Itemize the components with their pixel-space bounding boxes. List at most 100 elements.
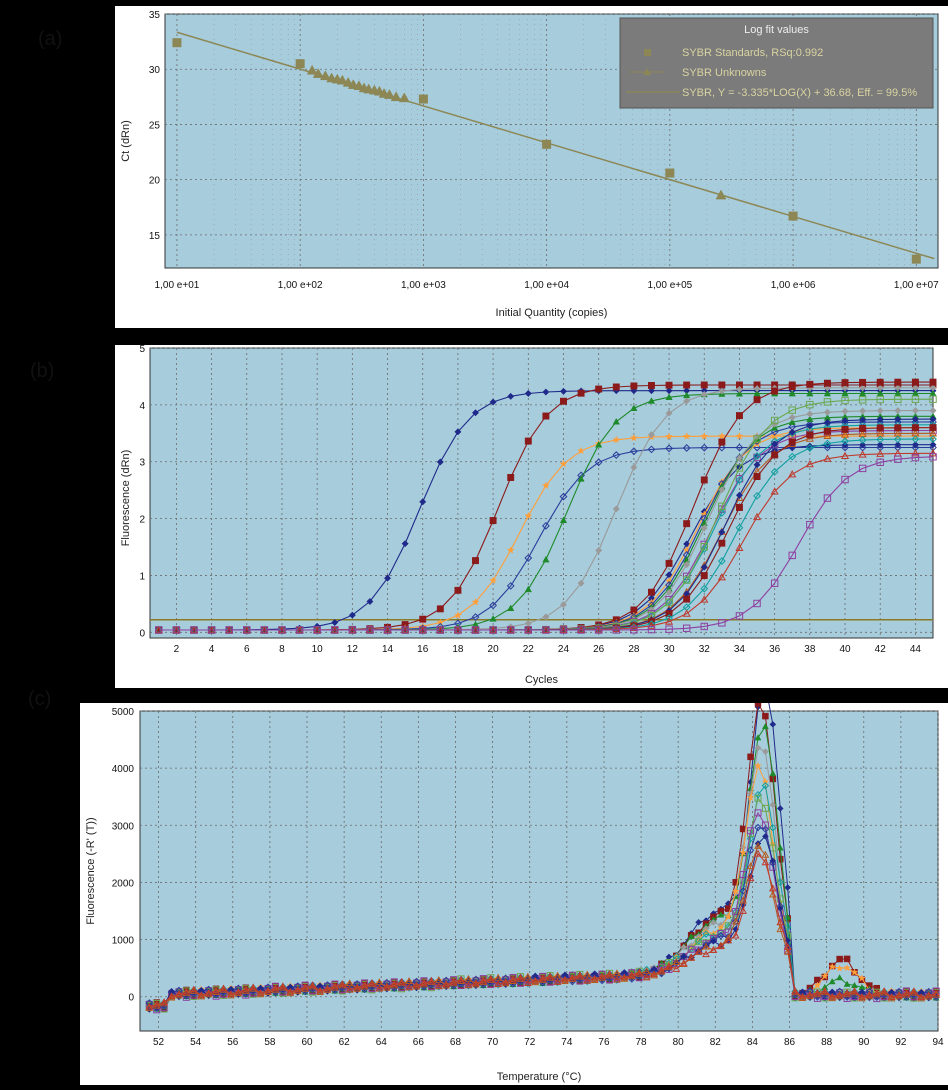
legend-entry: SYBR Standards, RSq:0.992 [682, 47, 823, 59]
curve-point [770, 487, 779, 495]
curve-point [152, 1000, 161, 1008]
curve-point [806, 415, 814, 422]
curve-point [642, 973, 651, 981]
curve-point [776, 844, 784, 851]
curve-point [695, 918, 702, 926]
curve-point [718, 619, 726, 627]
x-tick-label: 86 [784, 1037, 796, 1048]
curve-point [383, 626, 392, 634]
curve-point [453, 611, 463, 619]
curve-point [717, 942, 725, 950]
curve-point [501, 979, 510, 987]
curve-point [612, 435, 621, 444]
curve-point [160, 999, 168, 1007]
curve-point [323, 985, 332, 993]
x-tick-label: 26 [593, 644, 605, 655]
curve-point [561, 977, 569, 985]
standard-point [911, 254, 921, 264]
curve-point [683, 520, 691, 528]
x-tick-label: 58 [264, 1037, 276, 1048]
curve-point [682, 432, 691, 440]
curve-point [762, 832, 769, 840]
y-tick-label: 1000 [112, 936, 135, 947]
curve-point [577, 389, 585, 397]
curve-point [823, 439, 832, 448]
curve-point [841, 384, 849, 392]
curve-point [682, 609, 691, 617]
curve-point [841, 475, 849, 484]
curve-point [682, 624, 691, 632]
curve-point [735, 443, 744, 452]
curve-point [770, 416, 779, 425]
curve-point [746, 874, 755, 882]
unknown-point [319, 70, 331, 81]
curve-point [264, 986, 272, 994]
curve-point [316, 986, 324, 994]
curve-point [911, 378, 919, 386]
curve-point [434, 982, 443, 990]
curve-point [841, 443, 849, 452]
curve-point [806, 410, 814, 418]
x-tick-label: 34 [734, 644, 746, 655]
x-tick-label: 76 [598, 1037, 610, 1048]
curve-point [197, 992, 206, 1000]
curve-point [506, 581, 515, 590]
curve-point [843, 955, 851, 963]
curve-point [687, 932, 695, 940]
curve-point [805, 444, 814, 452]
curve-point [665, 962, 673, 970]
curve-point [405, 983, 413, 991]
curve-point [577, 626, 585, 634]
curve-point [783, 942, 792, 950]
curve-point [471, 613, 480, 621]
curve-point [700, 572, 708, 580]
curve-point [823, 408, 831, 416]
curve-point [647, 387, 656, 395]
curve-point [323, 984, 332, 992]
curve-point [813, 990, 822, 998]
curve-point [612, 383, 620, 391]
curve-point [647, 445, 656, 454]
curve-point [687, 945, 695, 953]
curve-point [880, 987, 889, 995]
curve-point [559, 601, 568, 609]
curve-point [788, 438, 796, 446]
curve-point [472, 557, 479, 565]
curve-point [436, 458, 444, 466]
curve-point [366, 626, 374, 634]
curve-point [754, 849, 762, 857]
curve-point [771, 451, 779, 459]
curve-point [595, 385, 603, 393]
curve-point [718, 381, 726, 389]
curve-point [680, 943, 688, 951]
legend-box [619, 17, 934, 109]
curve-point [788, 470, 797, 478]
curve-point [841, 437, 849, 446]
curve-line [158, 456, 934, 631]
curve-point [761, 722, 769, 730]
curve-point [872, 990, 881, 998]
curve-point [732, 879, 739, 886]
curve-point [841, 417, 849, 425]
curve-point [507, 626, 515, 634]
curve-point [700, 595, 709, 603]
curve-point [828, 992, 837, 1000]
curve-point [271, 984, 280, 992]
curve-point [710, 919, 717, 926]
curve-point [524, 626, 533, 634]
curve-point [724, 912, 733, 921]
curve-point [876, 384, 884, 392]
curve-point [911, 407, 919, 415]
curve-point [559, 387, 568, 395]
x-axis-label: Initial Quantity (copies) [496, 307, 608, 319]
curve-point [301, 983, 310, 991]
x-tick-label: 64 [376, 1037, 388, 1048]
curve-point [858, 994, 866, 1002]
curve-point [700, 381, 708, 389]
curve-point [924, 991, 933, 999]
curve-point [412, 982, 421, 990]
curve-point [805, 459, 814, 468]
curve-point [568, 974, 577, 982]
curve-point [442, 981, 451, 989]
y-tick-label: 5 [139, 345, 145, 355]
